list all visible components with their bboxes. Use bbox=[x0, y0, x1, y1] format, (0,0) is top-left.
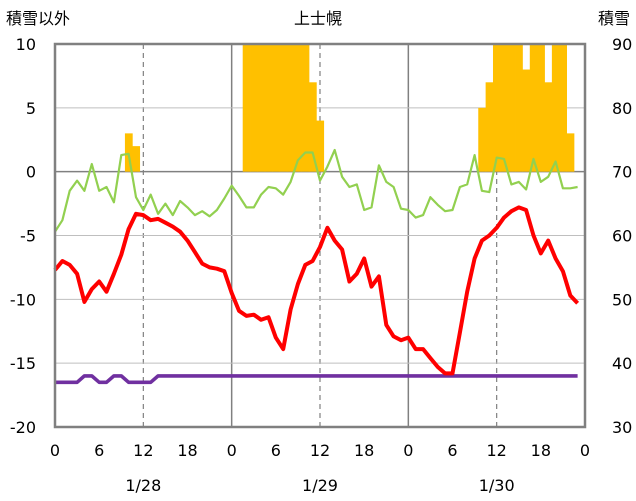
left-tick-label: -5 bbox=[20, 227, 36, 246]
x-tick-label: 18 bbox=[354, 441, 374, 460]
grid bbox=[55, 44, 585, 427]
left-tick-label: 5 bbox=[26, 99, 36, 118]
right-tick-label: 50 bbox=[612, 290, 632, 309]
x-tick-label: 6 bbox=[271, 441, 281, 460]
snow-bar bbox=[566, 133, 575, 172]
snow-bar bbox=[537, 44, 545, 172]
x-tick-label: 12 bbox=[310, 441, 330, 460]
snow-bars bbox=[124, 44, 575, 172]
snow-bar bbox=[500, 44, 509, 172]
right-tick-label: 40 bbox=[612, 354, 632, 373]
left-tick-label: -20 bbox=[10, 418, 36, 437]
snow-bar bbox=[485, 82, 494, 172]
snow-bar bbox=[522, 69, 531, 172]
snow-bar bbox=[132, 146, 141, 172]
chart-title: 上士幌 bbox=[294, 9, 342, 28]
date-label: 1/29 bbox=[302, 476, 338, 495]
snow-bar bbox=[279, 44, 288, 172]
left-tick-label: 10 bbox=[16, 35, 36, 54]
date-label: 1/30 bbox=[479, 476, 515, 495]
right-tick-label: 90 bbox=[612, 35, 632, 54]
right-tick-label: 60 bbox=[612, 227, 632, 246]
snow-bar bbox=[272, 44, 280, 172]
right-tick-label: 70 bbox=[612, 163, 632, 182]
green-series-line bbox=[54, 148, 578, 233]
left-axis-label: 積雪以外 bbox=[6, 9, 70, 28]
x-tick-label: 6 bbox=[94, 441, 104, 460]
snow-bar bbox=[301, 44, 310, 172]
x-tick-label: 12 bbox=[486, 441, 506, 460]
snow-bar bbox=[529, 44, 538, 172]
left-tick-label: -15 bbox=[10, 354, 36, 373]
left-tick-label: 0 bbox=[26, 163, 36, 182]
x-tick-label: 12 bbox=[133, 441, 153, 460]
snow-bar bbox=[257, 44, 266, 172]
purple-series-line bbox=[55, 374, 578, 385]
x-tick-label: 0 bbox=[227, 441, 237, 460]
x-tick-label: 18 bbox=[531, 441, 551, 460]
temperature-series-line bbox=[53, 205, 580, 376]
x-tick-label: 18 bbox=[177, 441, 197, 460]
snow-bar bbox=[316, 120, 325, 172]
snow-bar bbox=[308, 82, 317, 172]
snow-bar bbox=[294, 44, 302, 172]
x-tick-label: 0 bbox=[403, 441, 413, 460]
snow-bar bbox=[124, 133, 133, 172]
x-tick-label: 0 bbox=[580, 441, 590, 460]
snow-bar bbox=[551, 44, 560, 172]
x-tick-label: 6 bbox=[447, 441, 457, 460]
snow-bar bbox=[544, 82, 553, 172]
right-tick-label: 30 bbox=[612, 418, 632, 437]
left-tick-label: -10 bbox=[10, 290, 36, 309]
series-lines bbox=[53, 148, 580, 385]
snow-bar bbox=[242, 44, 251, 172]
snow-bar bbox=[492, 44, 501, 172]
snow-bar bbox=[559, 44, 567, 172]
x-tick-label: 0 bbox=[50, 441, 60, 460]
snow-bar bbox=[264, 44, 273, 172]
snow-bar bbox=[250, 44, 258, 172]
right-axis-label: 積雪 bbox=[598, 9, 630, 28]
date-label: 1/28 bbox=[125, 476, 161, 495]
snow-bar bbox=[515, 44, 523, 172]
snow-bar bbox=[507, 44, 516, 172]
snow-bar bbox=[286, 44, 295, 172]
snow-bar bbox=[478, 107, 487, 172]
right-tick-label: 80 bbox=[612, 99, 632, 118]
plot-frame bbox=[53, 42, 587, 429]
